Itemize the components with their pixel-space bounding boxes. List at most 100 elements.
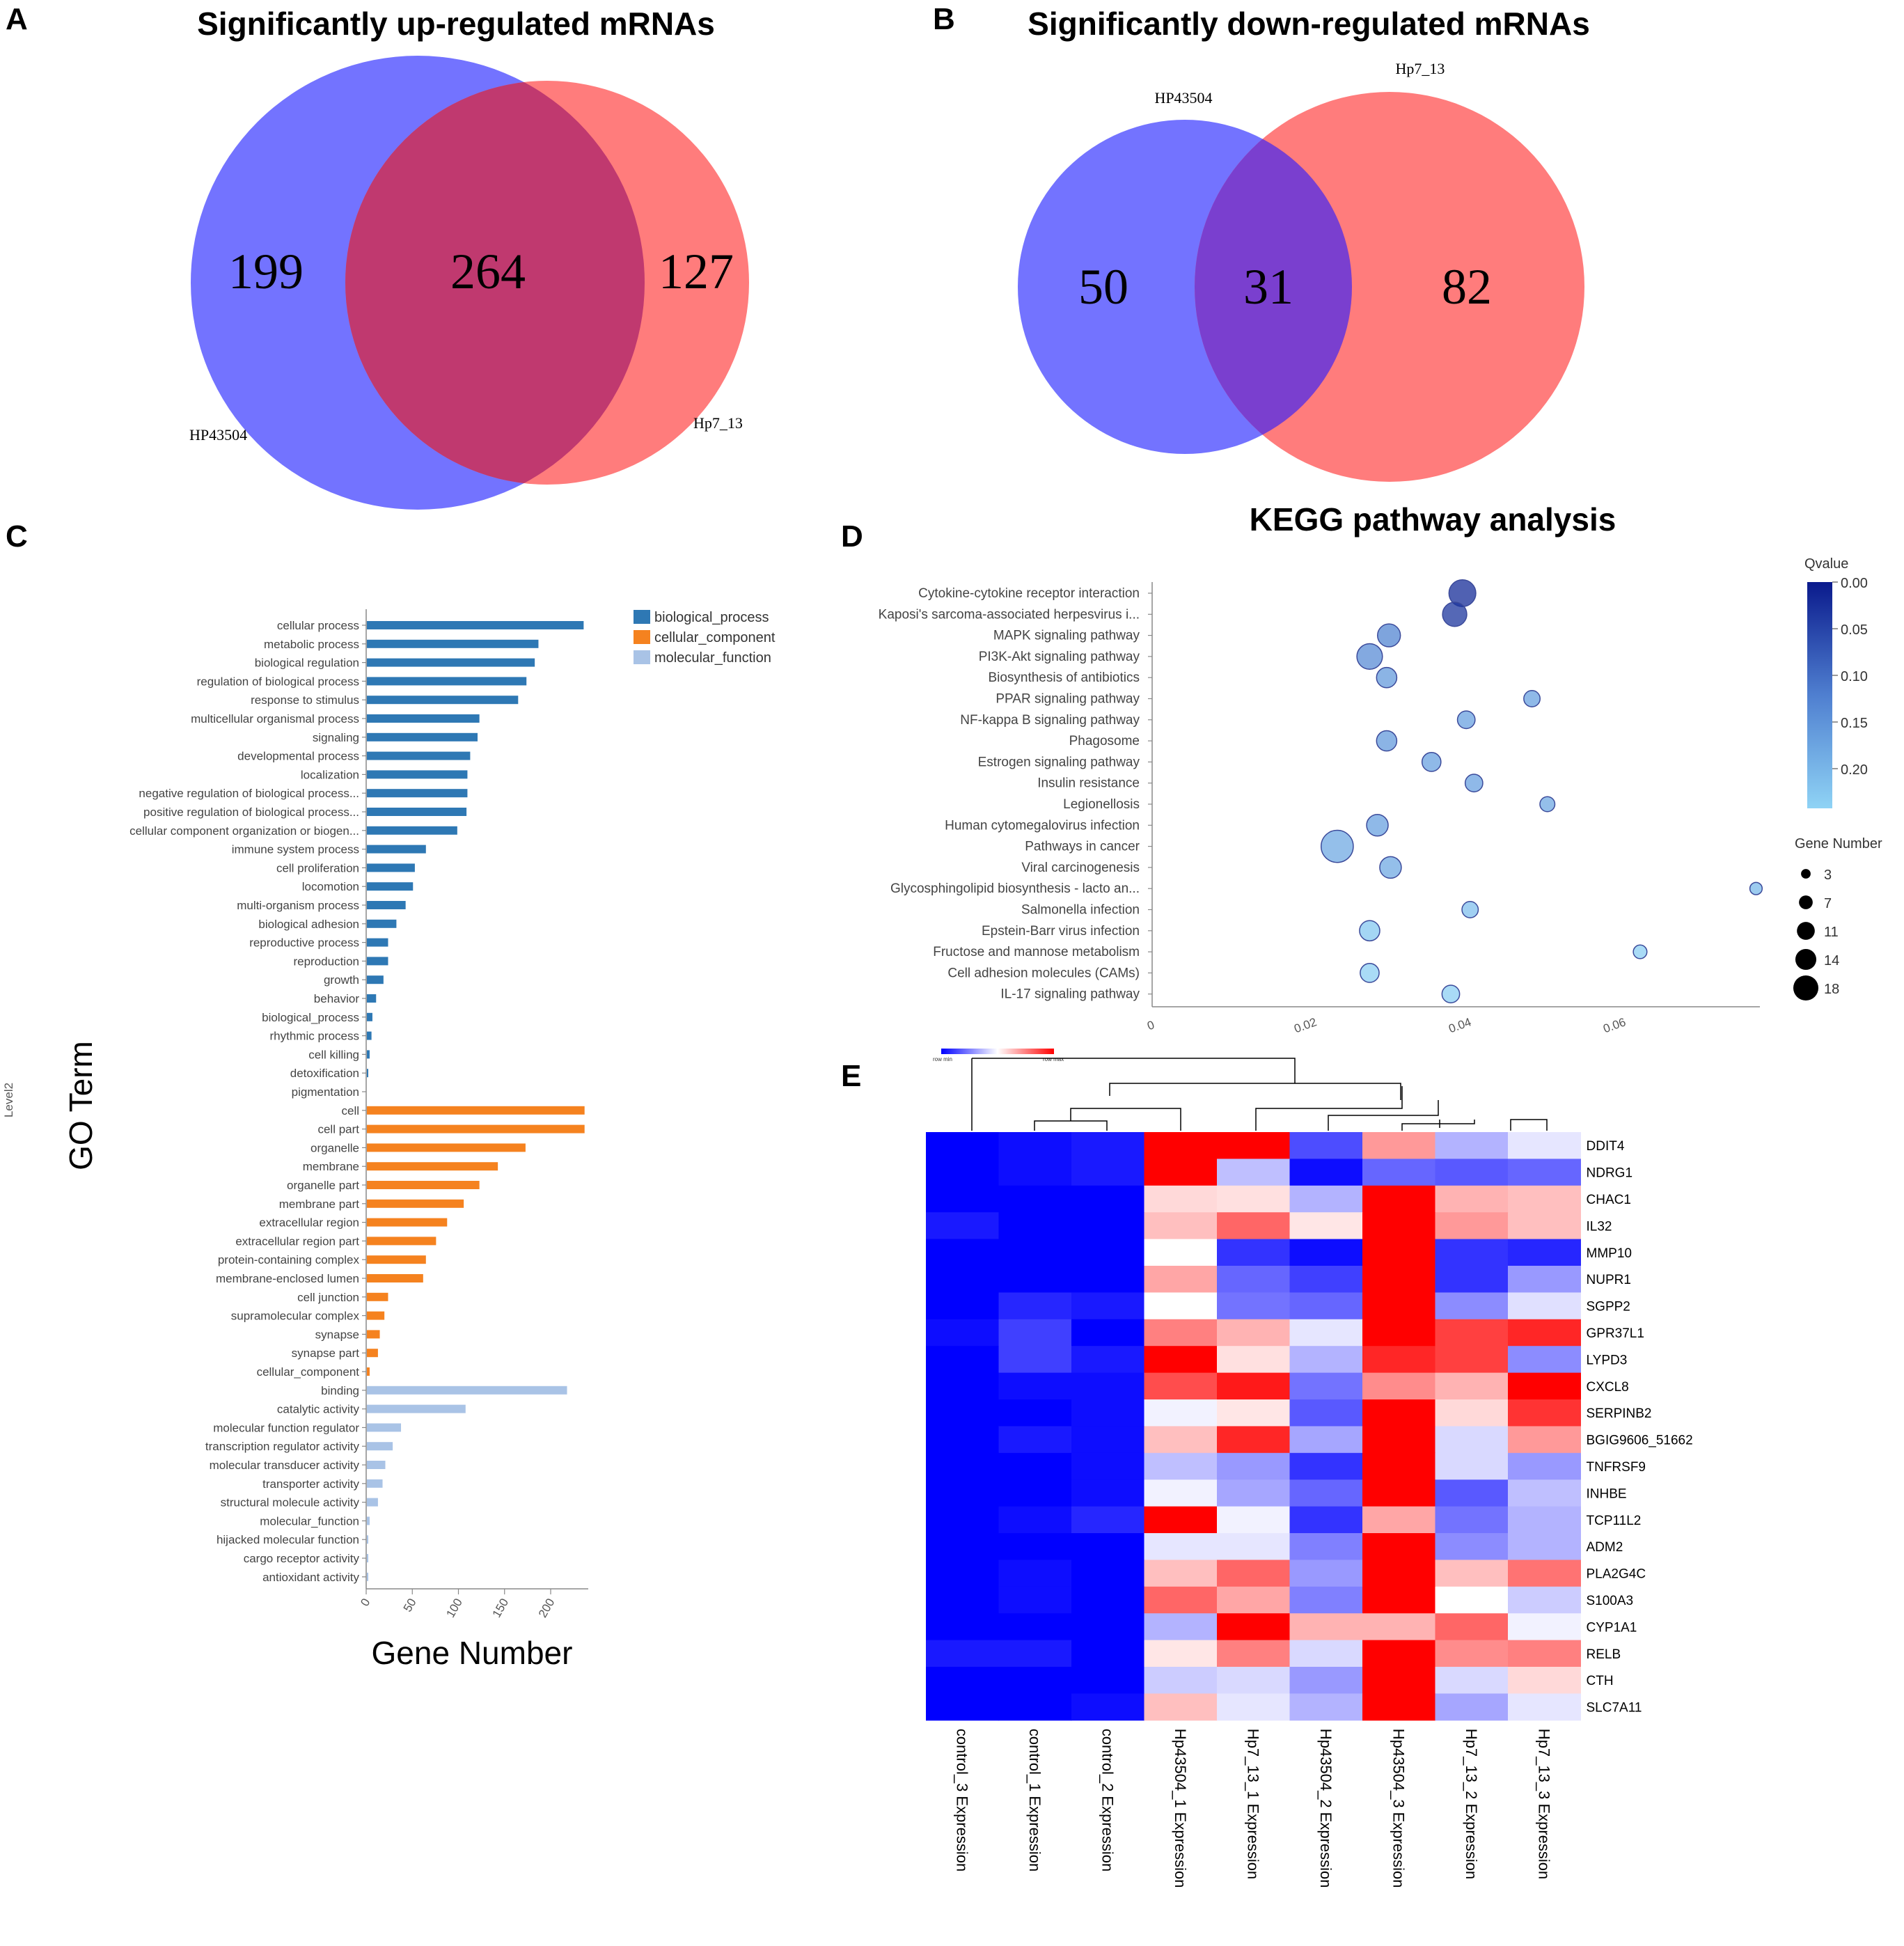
qvalue-tick: 0.15: [1841, 716, 1868, 731]
go-bar: [367, 714, 480, 723]
heatmap-cell: [1508, 1667, 1581, 1694]
size-legend-label: 18: [1824, 982, 1839, 997]
heatmap-cell: [1362, 1533, 1435, 1560]
panel-label-c: C: [6, 519, 28, 554]
heatmap-col-label: control_1 Expression: [1026, 1729, 1044, 1872]
kegg-point: [1464, 774, 1484, 793]
kegg-point: [1523, 690, 1541, 707]
go-legend-swatch: [634, 610, 650, 624]
go-term-label: protein-containing complex: [218, 1253, 360, 1266]
heatmap-cell: [998, 1185, 1072, 1213]
go-bar-chart: cellular process metabolic process biologi…: [2, 609, 776, 1671]
heatmap-cell: [1362, 1292, 1435, 1320]
go-bar: [367, 845, 426, 854]
kegg-point: [1379, 856, 1402, 879]
heatmap-col-label: Hp7_13_2 Expression: [1463, 1729, 1480, 1879]
heatmap-cell: [1071, 1613, 1144, 1641]
heatmap-cell: [1435, 1613, 1509, 1641]
go-bar: [367, 1516, 370, 1525]
heatmap-cell: [1217, 1533, 1290, 1560]
kegg-pathway-label: Estrogen signaling pathway: [978, 755, 1140, 769]
heatmap-cell: [1508, 1426, 1581, 1454]
heatmap-row-label: TCP11L2: [1587, 1514, 1642, 1528]
heatmap-cell: [1217, 1132, 1290, 1159]
kegg-point: [1456, 710, 1476, 730]
heatmap-cell: [1289, 1506, 1363, 1534]
go-bar: [367, 1554, 368, 1562]
heatmap-cell: [1435, 1132, 1509, 1159]
go-term-label: extracellular region part: [235, 1234, 359, 1248]
go-bar: [367, 1386, 567, 1395]
go-bar: [367, 1199, 464, 1208]
go-bar: [367, 1124, 585, 1133]
go-bar: [367, 658, 535, 667]
venn-a-left-label: HP43504: [189, 426, 247, 444]
go-bar: [367, 1143, 526, 1152]
go-term-label: cellular_component: [257, 1365, 360, 1379]
go-bar: [367, 1237, 436, 1246]
heatmap-cell: [926, 1292, 999, 1320]
heatmap-cell: [998, 1239, 1072, 1266]
heatmap-cell: [1435, 1506, 1509, 1534]
go-term-label: transporter activity: [262, 1477, 359, 1491]
kegg-point: [1539, 796, 1556, 813]
heatmap-cell: [1071, 1506, 1144, 1534]
heatmap-cell: [1362, 1346, 1435, 1374]
heatmap-cell: [1144, 1185, 1218, 1213]
heatmap-cell: [1508, 1586, 1581, 1614]
heatmap-cell: [998, 1346, 1072, 1374]
heatmap-cell: [926, 1185, 999, 1213]
go-term-label: multi-organism process: [237, 899, 359, 912]
heatmap-cell: [1217, 1560, 1290, 1587]
go-bar: [367, 1367, 370, 1376]
heatmap-cell: [1362, 1693, 1435, 1721]
go-bar: [367, 1106, 585, 1115]
go-term-label: pigmentation: [292, 1085, 359, 1099]
heatmap-row-label: GPR37L1: [1587, 1326, 1644, 1341]
go-bar: [367, 1498, 378, 1507]
heatmap-cell: [1435, 1586, 1509, 1614]
venn-a-right-count: 127: [659, 244, 734, 299]
heatmap-cell: [1289, 1239, 1363, 1266]
panel-label-b: B: [933, 2, 955, 36]
heatmap-cell: [1217, 1346, 1290, 1374]
heatmap-row-label: RELB: [1587, 1647, 1621, 1662]
heatmap-cell: [1435, 1266, 1509, 1293]
heatmap-cell: [1362, 1132, 1435, 1159]
go-term-label: biological adhesion: [258, 918, 359, 931]
go-term-label: molecular transducer activity: [210, 1459, 360, 1472]
kegg-point: [1442, 602, 1468, 627]
venn-b-left-count: 50: [1078, 259, 1128, 315]
qvalue-colorbar: [1807, 582, 1832, 808]
heatmap-col-label: Hp43504_2 Expression: [1317, 1729, 1335, 1888]
kegg-title: KEGG pathway analysis: [1250, 501, 1616, 537]
heatmap-cell: [926, 1640, 999, 1668]
heatmap-cell: [1144, 1292, 1218, 1320]
heatmap-cell: [1435, 1480, 1509, 1507]
heatmap-cell: [1508, 1506, 1581, 1534]
heatmap-cell: [1144, 1480, 1218, 1507]
heatmap-cell: [1217, 1399, 1290, 1427]
kegg-pathway-label: PI3K-Akt signaling pathway: [979, 650, 1140, 664]
heatmap-cell: [1435, 1159, 1509, 1186]
heatmap-cell: [1362, 1159, 1435, 1186]
heatmap-cell: [1217, 1266, 1290, 1293]
heatmap-row-label: NDRG1: [1587, 1166, 1633, 1181]
heatmap-cell: [1144, 1613, 1218, 1641]
go-bar: [367, 863, 415, 872]
go-term-label: transcription regulator activity: [205, 1440, 360, 1453]
heatmap-cell: [1144, 1640, 1218, 1668]
kegg-pathway-label: Biosynthesis of antibiotics: [988, 670, 1140, 685]
heatmap-cell: [1508, 1212, 1581, 1240]
heatmap-cell: [1289, 1533, 1363, 1560]
qvalue-legend-title: Qvalue: [1804, 556, 1848, 572]
venn-up-regulated: Significantly up-regulated mRNAs 199 264…: [189, 6, 749, 510]
heatmap-row-label: INHBE: [1587, 1486, 1627, 1501]
heatmap-cell: [1071, 1399, 1144, 1427]
heatmap-cell: [998, 1506, 1072, 1534]
heatmap-cell: [998, 1693, 1072, 1721]
heatmap-cell: [1289, 1480, 1363, 1507]
kegg-pathway-label: Legionellosis: [1063, 797, 1140, 812]
heatmap-col-label: Hp43504_1 Expression: [1172, 1729, 1189, 1888]
heatmap-cell: [1144, 1693, 1218, 1721]
